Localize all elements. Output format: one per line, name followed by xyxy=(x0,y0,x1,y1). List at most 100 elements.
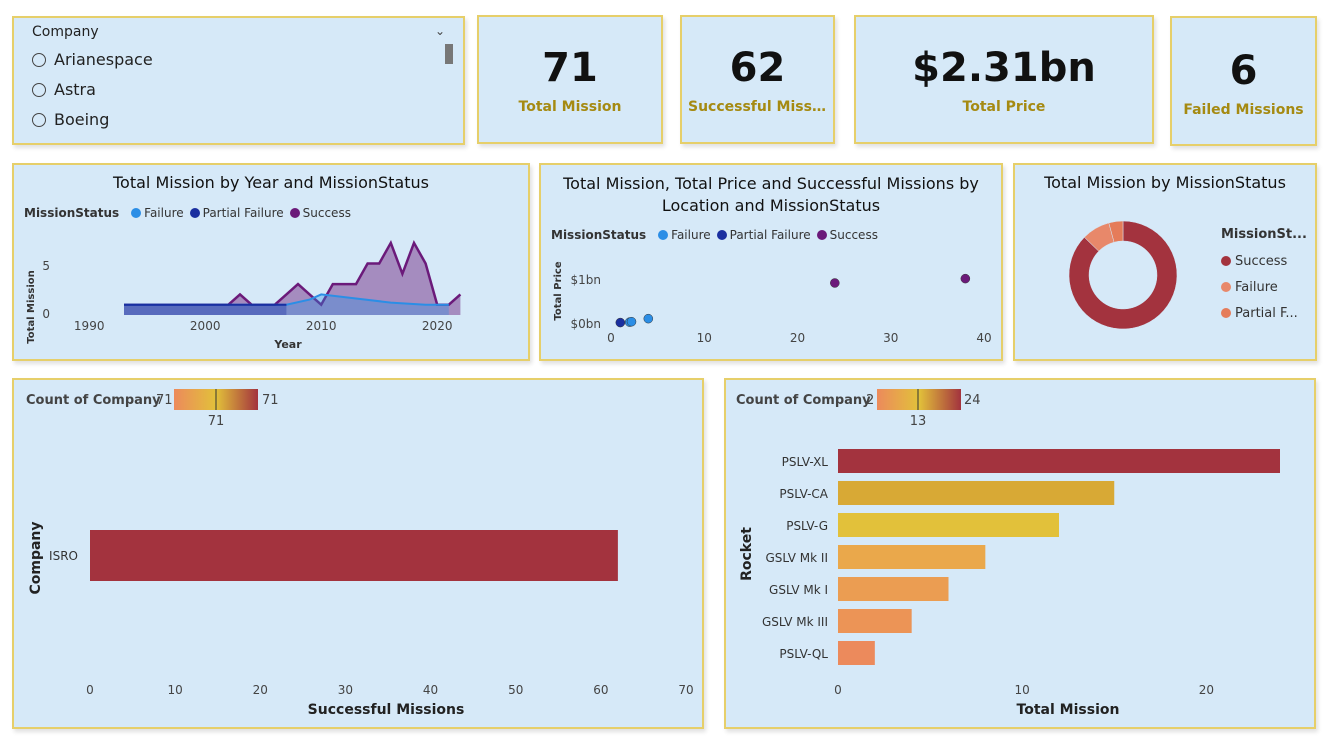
gradient-legend-max: 24 xyxy=(964,393,981,408)
bar-category-label: ISRO xyxy=(49,549,78,563)
x-tick: 0 xyxy=(607,331,615,345)
kpi-value: 6 xyxy=(1229,48,1258,94)
gradient-legend-mid: 71 xyxy=(208,414,225,429)
radio-icon[interactable] xyxy=(32,112,46,127)
chart-legend: MissionStatus Failure Partial Failure Su… xyxy=(24,206,351,220)
scatter-point[interactable] xyxy=(626,316,637,327)
radio-icon[interactable] xyxy=(32,82,46,97)
x-axis-label: Successful Missions xyxy=(308,702,465,718)
x-tick: 10 xyxy=(168,683,183,697)
rocket-bar-card[interactable]: Count of Company 2 24 13 Rocket Total Mi… xyxy=(724,378,1316,729)
area-chart-card[interactable]: Total Mission by Year and MissionStatus … xyxy=(12,163,530,361)
x-tick: 20 xyxy=(790,331,805,345)
bar-category-label: GSLV Mk II xyxy=(765,551,828,565)
bar[interactable] xyxy=(838,641,875,665)
kpi-successful-missions[interactable]: 62 Successful Missi... xyxy=(680,15,835,144)
chart-title: Total Mission, Total Price and Successfu… xyxy=(563,174,979,215)
kpi-value: 71 xyxy=(542,45,598,91)
slicer-item-label: Boeing xyxy=(54,110,110,129)
scatter-point[interactable] xyxy=(615,317,626,328)
bar-category-label: PSLV-QL xyxy=(779,647,828,661)
slicer-scrollbar[interactable] xyxy=(445,44,453,64)
y-tick: 0 xyxy=(42,307,50,321)
donut-legend: MissionSt... Success Failure Partial F..… xyxy=(1221,227,1307,326)
x-tick: 70 xyxy=(678,683,693,697)
y-tick: 5 xyxy=(42,259,50,273)
bar[interactable] xyxy=(838,609,912,633)
donut-slice[interactable] xyxy=(1108,220,1124,243)
bar-category-label: PSLV-CA xyxy=(779,487,828,501)
scatter-point[interactable] xyxy=(830,278,840,288)
chart-title: Total Mission by MissionStatus xyxy=(1044,173,1286,192)
kpi-total-mission[interactable]: 71 Total Mission xyxy=(477,15,663,144)
legend-item-success: Success xyxy=(1221,248,1307,274)
x-tick: 10 xyxy=(697,331,712,345)
rocket-bar-plot[interactable]: Count of Company 2 24 13 Rocket Total Mi… xyxy=(726,380,1314,727)
kpi-total-price[interactable]: $2.31bn Total Price xyxy=(854,15,1154,144)
gradient-legend-mid: 13 xyxy=(910,414,927,429)
bar[interactable] xyxy=(838,545,986,569)
scatter-chart-plot[interactable]: Total Price $0bn $1bn 0 10 20 30 40 xyxy=(541,165,1001,359)
x-tick: 60 xyxy=(593,683,608,697)
slicer-title: Company xyxy=(32,24,99,40)
donut-slice[interactable] xyxy=(1068,220,1178,330)
bar[interactable] xyxy=(838,481,1115,505)
x-tick: 0 xyxy=(86,683,94,697)
scatter-chart-card[interactable]: Total Mission, Total Price and Successfu… xyxy=(539,163,1003,361)
legend-dot-failure xyxy=(658,230,669,240)
y-tick: $1bn xyxy=(571,273,602,287)
kpi-label: Total Mission xyxy=(518,99,622,115)
x-tick: 20 xyxy=(1199,683,1214,697)
donut-chart-card[interactable]: Total Mission by MissionStatus MissionSt… xyxy=(1013,163,1317,361)
legend-dot-partial-failure xyxy=(189,208,200,218)
gradient-legend-label: Count of Company xyxy=(736,393,871,408)
company-bar-card[interactable]: Count of Company 71 71 71 Company Succes… xyxy=(12,378,704,729)
scatter-point[interactable] xyxy=(960,273,971,284)
legend-dot xyxy=(1221,308,1231,318)
legend-dot-success xyxy=(816,230,827,240)
chart-legend: MissionStatus Failure Partial Failure Su… xyxy=(551,228,878,242)
scatter-point[interactable] xyxy=(643,313,654,324)
x-tick: 50 xyxy=(508,683,523,697)
legend-label-success: Success xyxy=(302,206,351,220)
bar[interactable] xyxy=(90,530,618,581)
x-tick: 30 xyxy=(338,683,353,697)
legend-title: MissionSt... xyxy=(1221,227,1307,242)
legend-label: Partial F... xyxy=(1235,305,1298,321)
bar[interactable] xyxy=(838,513,1059,537)
bar[interactable] xyxy=(838,577,949,601)
slicer-item-label: Arianespace xyxy=(54,50,153,69)
legend-dot xyxy=(1221,256,1231,266)
bar-category-label: GSLV Mk III xyxy=(762,615,828,629)
slicer-item-astra[interactable]: Astra xyxy=(32,80,96,99)
kpi-label: Successful Missi... xyxy=(688,99,833,115)
gradient-legend-bar xyxy=(877,389,961,410)
area-chart-plot[interactable]: Total Mission Year 0 5 1990 2000 2010 2020 xyxy=(14,165,528,359)
x-tick: 2000 xyxy=(190,319,221,333)
bar-category-label: PSLV-XL xyxy=(782,455,829,469)
x-tick: 20 xyxy=(253,683,268,697)
legend-title: MissionStatus xyxy=(24,206,120,220)
bar[interactable] xyxy=(838,449,1280,473)
radio-icon[interactable] xyxy=(32,52,46,67)
kpi-label: Total Price xyxy=(962,99,1046,115)
chevron-down-icon[interactable]: ⌄ xyxy=(434,24,445,38)
x-tick: 1990 xyxy=(74,319,105,333)
x-axis-label: Total Mission xyxy=(1017,702,1120,718)
slicer-item-arianespace[interactable]: Arianespace xyxy=(32,50,153,69)
company-slicer[interactable]: Company ⌄ Arianespace Astra Boeing xyxy=(12,16,465,145)
line-failure[interactable] xyxy=(124,293,449,306)
y-axis-label: Total Price xyxy=(553,261,564,320)
company-bar-plot[interactable]: Count of Company 71 71 71 Company Succes… xyxy=(14,380,702,727)
bar-category-label: GSLV Mk I xyxy=(769,583,828,597)
donut-chart-plot[interactable] xyxy=(1015,165,1315,359)
area-partial-failure[interactable] xyxy=(124,304,287,315)
x-tick: 40 xyxy=(976,331,991,345)
legend-label-partial-failure: Partial Failure xyxy=(202,206,284,220)
kpi-failed-missions[interactable]: 6 Failed Missions xyxy=(1170,16,1317,146)
x-tick: 30 xyxy=(883,331,898,345)
slicer-item-boeing[interactable]: Boeing xyxy=(32,110,109,129)
area-success[interactable] xyxy=(124,242,461,315)
x-axis-label: Year xyxy=(273,338,302,351)
legend-dot-partial-failure xyxy=(716,230,727,240)
